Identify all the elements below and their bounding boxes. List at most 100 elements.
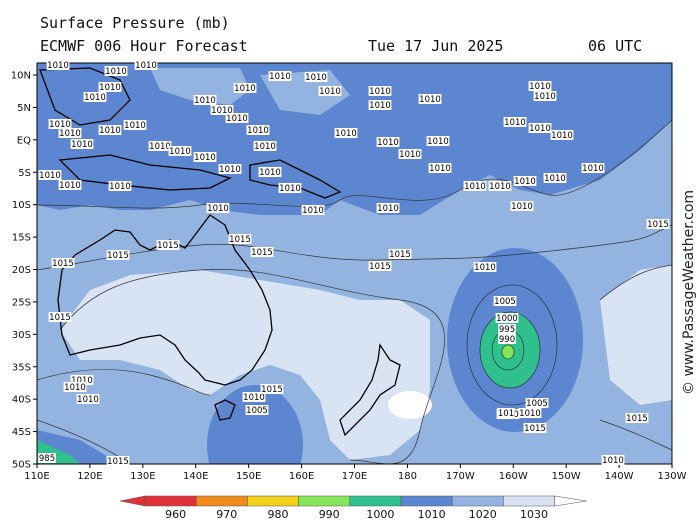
forecast-date: Tue 17 Jun 2025 <box>368 37 504 55</box>
isobar-label: 1010 <box>489 182 511 192</box>
isobar-label-bg <box>70 375 94 385</box>
isobar-label-bg <box>318 86 342 96</box>
tasmania-coast <box>214 399 236 421</box>
lat-label: 50S <box>12 460 31 471</box>
isobar-label: 1015 <box>524 424 546 434</box>
isobar-label: 1005 <box>246 406 268 416</box>
isobar-label-bg <box>83 92 107 102</box>
model-label: ECMWF 006 Hour Forecast <box>40 37 248 55</box>
isobar-label: 1015 <box>647 220 669 230</box>
lat-label: 5N <box>17 103 31 114</box>
isobar-label-bg <box>70 139 94 149</box>
lon-label: 170E <box>342 471 367 482</box>
colorbar-swatch <box>503 495 555 507</box>
isobar-label: 1015 <box>107 457 129 467</box>
lat-label: 5S <box>18 168 31 179</box>
isobar-label-bg <box>278 183 302 193</box>
isobar-label: 1010 <box>529 82 551 92</box>
isobar-label: 1010 <box>243 393 265 403</box>
isobar-label-bg <box>38 453 56 463</box>
isobar-label-bg <box>368 100 392 110</box>
isobar-label-bg <box>258 167 282 177</box>
isobar-label-bg <box>106 456 130 466</box>
isobar-label: 1010 <box>59 181 81 191</box>
isobar-label: 1005 <box>526 399 548 409</box>
isobar-label-bg <box>242 392 266 402</box>
isobar-label-bg <box>123 120 147 130</box>
isobar-label: 1015 <box>157 241 179 251</box>
colorbar-swatch <box>400 495 453 507</box>
isobar-label-bg <box>304 72 328 82</box>
isobar-label-bg <box>106 250 130 260</box>
isobar-label-bg <box>76 394 100 404</box>
isobar-label: 1010 <box>247 126 269 136</box>
lat-label: 10S <box>12 200 31 211</box>
field-1000-1010-east <box>440 130 600 180</box>
isobar-label: 1010 <box>582 164 604 174</box>
isobar-label: 1010 <box>207 204 229 214</box>
isobar-label: 1010 <box>504 118 526 128</box>
lat-label: 25S <box>12 297 31 308</box>
isobar-label-bg <box>193 152 217 162</box>
isobar-label-bg <box>601 455 625 465</box>
colorbar-swatch <box>247 495 299 507</box>
isobar-label-bg <box>463 181 487 191</box>
isobar-label-bg <box>246 125 270 135</box>
isobar-label: 1010 <box>551 131 573 141</box>
isobar-label-bg <box>250 247 274 257</box>
isobar-label-bg <box>134 60 158 70</box>
isobar-label-bg <box>245 405 269 415</box>
isobar-label: 1005 <box>494 297 516 307</box>
isobar-label-bg <box>228 234 252 244</box>
isobar-label: 1010 <box>219 165 241 175</box>
colorbar-label: 980 <box>268 508 289 521</box>
isobar-label: 1015 <box>49 313 71 323</box>
isobar-label-bg <box>253 141 277 151</box>
isobar-label: 1010 <box>259 168 281 178</box>
lat-label: EQ <box>17 135 31 146</box>
isobar-label-bg <box>46 60 70 70</box>
isobar-label-bg <box>493 296 517 306</box>
field-1020-east-high <box>600 265 672 405</box>
isobar-label: 1010 <box>464 182 486 192</box>
isobar-label: 1000 <box>496 314 518 324</box>
isobar-label: 1015 <box>389 250 411 260</box>
isobar-label: 1010 <box>419 95 441 105</box>
lon-label: 150W <box>552 471 581 482</box>
isobar-label: 990 <box>499 335 515 345</box>
isobar-label-bg <box>550 130 574 140</box>
colorbar-swatch <box>451 495 504 507</box>
isobar-label: 1010 <box>269 72 291 82</box>
isobar-label: 1010 <box>226 114 248 124</box>
isobar-label: 1010 <box>47 61 69 71</box>
isobar-label-bg <box>525 398 549 408</box>
lat-label: 30S <box>12 330 31 341</box>
colorbar-swatch <box>298 495 351 507</box>
isobar-label-bg <box>503 117 527 127</box>
isobar-label: 1010 <box>194 153 216 163</box>
lon-label: 140W <box>605 471 634 482</box>
isobar-label-bg <box>368 86 392 96</box>
isobar-label: 1015 <box>229 235 251 245</box>
isobar-label: 1010 <box>194 96 216 106</box>
isobar-label: 1010 <box>519 409 541 419</box>
lon-label: 130E <box>130 471 155 482</box>
field-1030-centre <box>388 391 432 419</box>
colorbar-swatch <box>144 495 197 507</box>
indonesia-coast <box>58 154 232 191</box>
isobar-label-bg <box>301 205 325 215</box>
isobar-label-bg <box>418 94 442 104</box>
lon-label: 180 <box>398 471 417 482</box>
philippines-coast <box>39 67 131 126</box>
isobar-label: 1010 <box>514 177 536 187</box>
isobar-label-bg <box>58 180 82 190</box>
isobar-label: 1010 <box>99 126 121 136</box>
isobar-label-bg <box>543 173 567 183</box>
isobar-label: 101 <box>498 409 514 419</box>
isobar-label: 1010 <box>109 182 131 192</box>
lon-label: 160E <box>289 471 314 482</box>
lon-label: 150E <box>236 471 261 482</box>
australia-coast <box>57 214 273 386</box>
isobar-label: 1010 <box>377 138 399 148</box>
